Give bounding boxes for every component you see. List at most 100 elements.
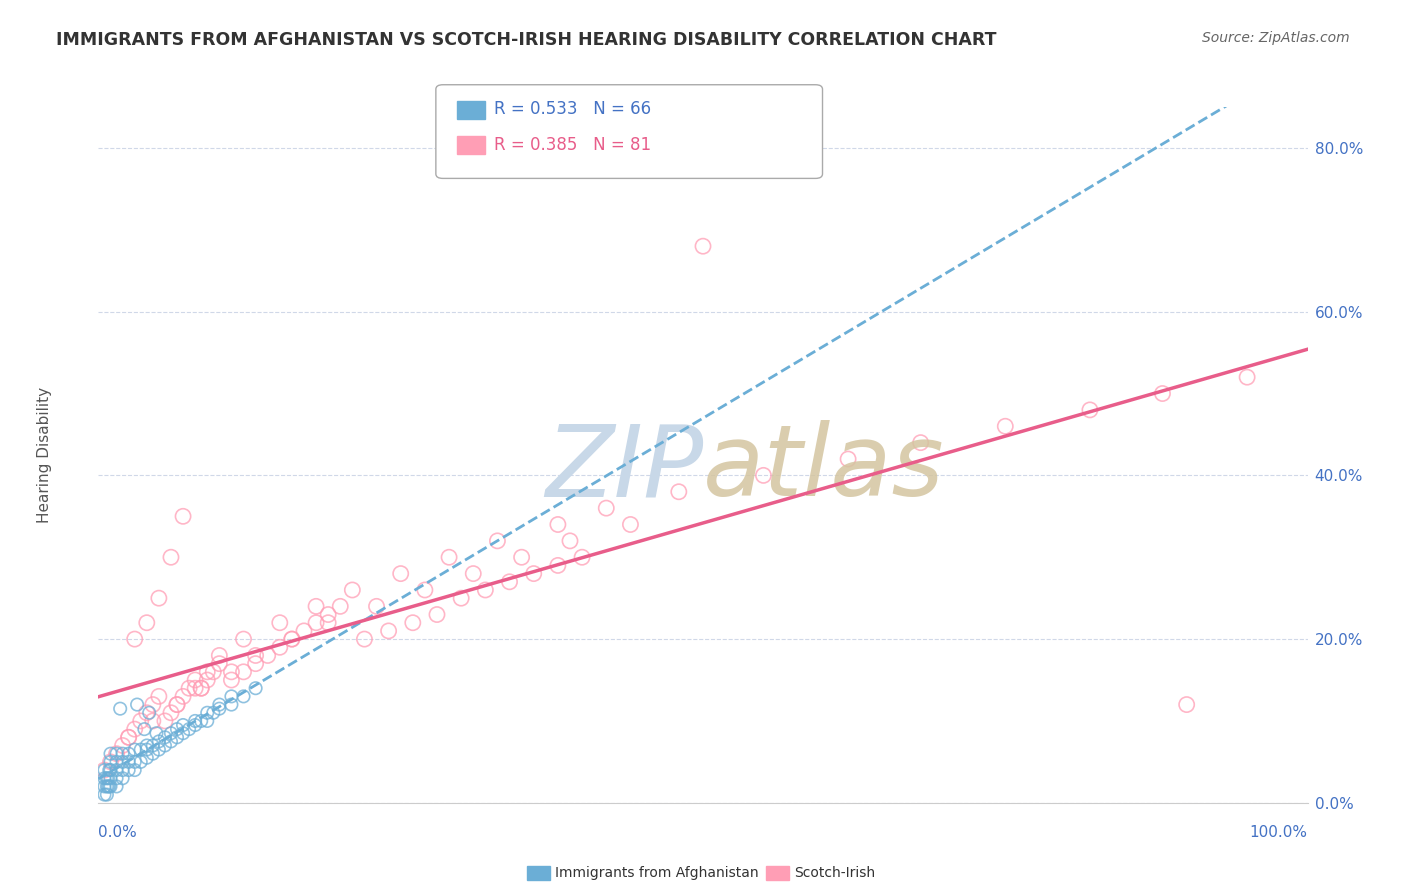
Point <box>98 763 121 777</box>
Point <box>135 742 157 756</box>
Point <box>342 582 364 597</box>
Point <box>135 706 157 720</box>
Text: atlas: atlas <box>703 420 945 517</box>
Point <box>208 701 231 715</box>
Point <box>93 763 115 777</box>
Point <box>450 591 472 606</box>
Point <box>316 607 339 622</box>
Point <box>184 718 207 732</box>
Point <box>100 747 122 761</box>
Point <box>124 763 146 777</box>
Point <box>256 648 278 663</box>
Point <box>166 731 188 745</box>
Text: R = 0.533   N = 66: R = 0.533 N = 66 <box>494 100 651 118</box>
Point <box>98 780 121 794</box>
Point <box>619 517 641 532</box>
Text: 0.0%: 0.0% <box>98 825 138 840</box>
Point <box>437 550 460 565</box>
Point <box>105 763 128 777</box>
Point <box>108 701 131 715</box>
Point <box>148 591 170 606</box>
Point <box>202 665 225 679</box>
Point <box>100 780 122 794</box>
Point <box>413 582 436 597</box>
Point <box>105 771 128 785</box>
Point <box>994 419 1017 434</box>
Point <box>142 714 165 728</box>
Point <box>547 558 569 573</box>
Point <box>153 714 176 728</box>
Point <box>118 755 141 769</box>
Point <box>184 714 207 728</box>
Point <box>292 624 315 638</box>
Point <box>668 484 690 499</box>
Point <box>837 452 859 467</box>
Point <box>118 747 141 761</box>
Point <box>129 755 152 769</box>
Point <box>148 742 170 756</box>
Text: R = 0.385   N = 81: R = 0.385 N = 81 <box>494 136 651 153</box>
Point <box>111 763 134 777</box>
Point <box>148 734 170 748</box>
Text: Immigrants from Afghanistan: Immigrants from Afghanistan <box>555 866 759 880</box>
Point <box>129 742 152 756</box>
Point <box>377 624 399 638</box>
Point <box>127 698 149 712</box>
Point <box>166 698 188 712</box>
Point <box>111 739 134 753</box>
Point <box>221 690 243 704</box>
Point <box>142 747 165 761</box>
Point <box>93 788 115 802</box>
Point <box>118 763 141 777</box>
Point <box>910 435 932 450</box>
Point <box>172 690 194 704</box>
Point <box>202 706 225 720</box>
Point <box>221 698 243 712</box>
Point <box>523 566 546 581</box>
Point <box>124 632 146 646</box>
Point <box>1236 370 1258 384</box>
Point <box>571 550 593 565</box>
Point <box>208 657 231 671</box>
Point <box>179 722 201 736</box>
Text: Hearing Disability: Hearing Disability <box>37 387 52 523</box>
Point <box>100 771 122 785</box>
Text: IMMIGRANTS FROM AFGHANISTAN VS SCOTCH-IRISH HEARING DISABILITY CORRELATION CHART: IMMIGRANTS FROM AFGHANISTAN VS SCOTCH-IR… <box>56 31 997 49</box>
Point <box>245 681 267 696</box>
Point <box>692 239 714 253</box>
Point <box>486 533 509 548</box>
Point <box>208 698 231 712</box>
Point <box>166 722 188 736</box>
Point <box>124 742 146 756</box>
Point <box>195 673 218 687</box>
Point <box>134 722 156 736</box>
Point <box>166 698 188 712</box>
Point <box>195 714 218 728</box>
Point <box>1152 386 1174 401</box>
Point <box>111 755 134 769</box>
Point <box>353 632 375 646</box>
Point <box>124 722 146 736</box>
Point <box>93 763 115 777</box>
Point <box>97 780 120 794</box>
Point <box>510 550 533 565</box>
Point <box>281 632 304 646</box>
Point <box>547 517 569 532</box>
Point <box>135 739 157 753</box>
Point <box>190 681 212 696</box>
Point <box>135 615 157 630</box>
Point <box>105 747 128 761</box>
Point <box>184 673 207 687</box>
Point <box>129 714 152 728</box>
Point <box>142 739 165 753</box>
Point <box>172 509 194 524</box>
Point <box>221 673 243 687</box>
Point <box>100 755 122 769</box>
Point <box>172 726 194 740</box>
Point <box>316 615 339 630</box>
Point <box>179 681 201 696</box>
Point <box>426 607 449 622</box>
Point <box>93 780 115 794</box>
Point <box>153 731 176 745</box>
Point <box>100 763 122 777</box>
